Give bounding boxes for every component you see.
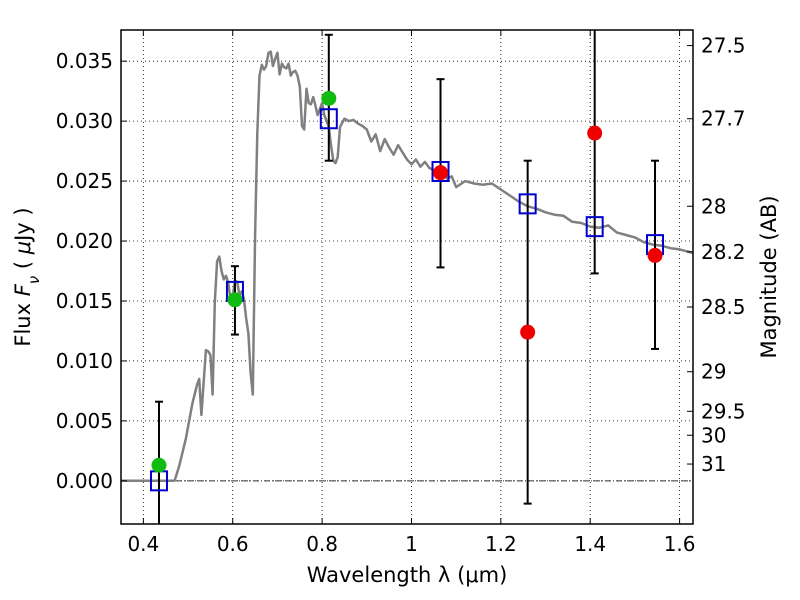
y-tick-label-1: 0.005: [56, 409, 113, 433]
model-spectrum-line: [121, 50, 694, 483]
green-point-1: [227, 292, 243, 308]
red-point-2: [587, 125, 603, 141]
y-tick-label-7: 0.035: [56, 49, 113, 73]
mag-tick-label-3: 28.2: [701, 240, 746, 264]
error-bars: [154, 30, 660, 524]
mag-tick-label-1: 27.7: [701, 107, 746, 131]
ylabel-part-nu: ν: [25, 276, 43, 284]
x-tick-label-2: 0.8: [306, 532, 338, 556]
red-point-3: [647, 247, 663, 263]
mag-tick-label-2: 28: [701, 194, 726, 218]
x-tick-label-1: 0.6: [217, 532, 249, 556]
red-point-0: [433, 165, 449, 181]
data-markers: [149, 90, 665, 492]
x-tick-label-6: 1.6: [664, 532, 696, 556]
grid: [121, 30, 693, 524]
ylabel-part-F: F: [11, 283, 35, 296]
mag-tick-label-6: 29.5: [701, 399, 746, 423]
model-band-square-3: [431, 160, 450, 182]
x-tick-label-5: 1.4: [574, 532, 606, 556]
mag-tick-label-8: 31: [701, 452, 726, 476]
ylabel-part-mu: μ: [11, 241, 35, 255]
y-tick-label-2: 0.010: [56, 349, 113, 373]
red-point-1: [520, 324, 536, 340]
x-axis-label: Wavelength λ (μm): [307, 563, 508, 587]
plot-frame: [120, 29, 694, 525]
y-axis-label-left: Flux Fν ( μJy ): [11, 207, 43, 346]
y-axis-label-right: Magnitude (AB): [757, 195, 781, 358]
y-tick-label-6: 0.030: [56, 109, 113, 133]
ylabel-part-jy: Jy ): [11, 207, 35, 243]
ylabel-part-paren: (: [11, 254, 35, 276]
green-point-2: [321, 90, 337, 106]
y-tick-label-3: 0.015: [56, 289, 113, 313]
y-tick-label-4: 0.020: [56, 229, 113, 253]
y-tick-label-0: 0.000: [56, 469, 113, 493]
x-tick-label-4: 1.2: [485, 532, 517, 556]
mag-tick-label-0: 27.5: [701, 34, 746, 58]
y-tick-label-5: 0.025: [56, 169, 113, 193]
model-band-square-4: [518, 193, 537, 215]
mag-tick-label-5: 29: [701, 360, 726, 384]
model-band-square-2: [319, 108, 338, 130]
mag-tick-label-4: 28.5: [701, 295, 746, 319]
green-point-0: [151, 457, 167, 473]
model-band-square-5: [585, 216, 604, 238]
mag-tick-label-7: 30: [701, 423, 726, 447]
axis-ticks: 0.4 0.6 0.8 1 1.2 1.4 1.6 0.000 0.005 0.010 0.015 0…: [56, 30, 746, 556]
ylabel-part-flux: Flux: [11, 296, 35, 346]
x-tick-label-3: 1: [405, 532, 418, 556]
x-tick-label-0: 0.4: [127, 532, 159, 556]
